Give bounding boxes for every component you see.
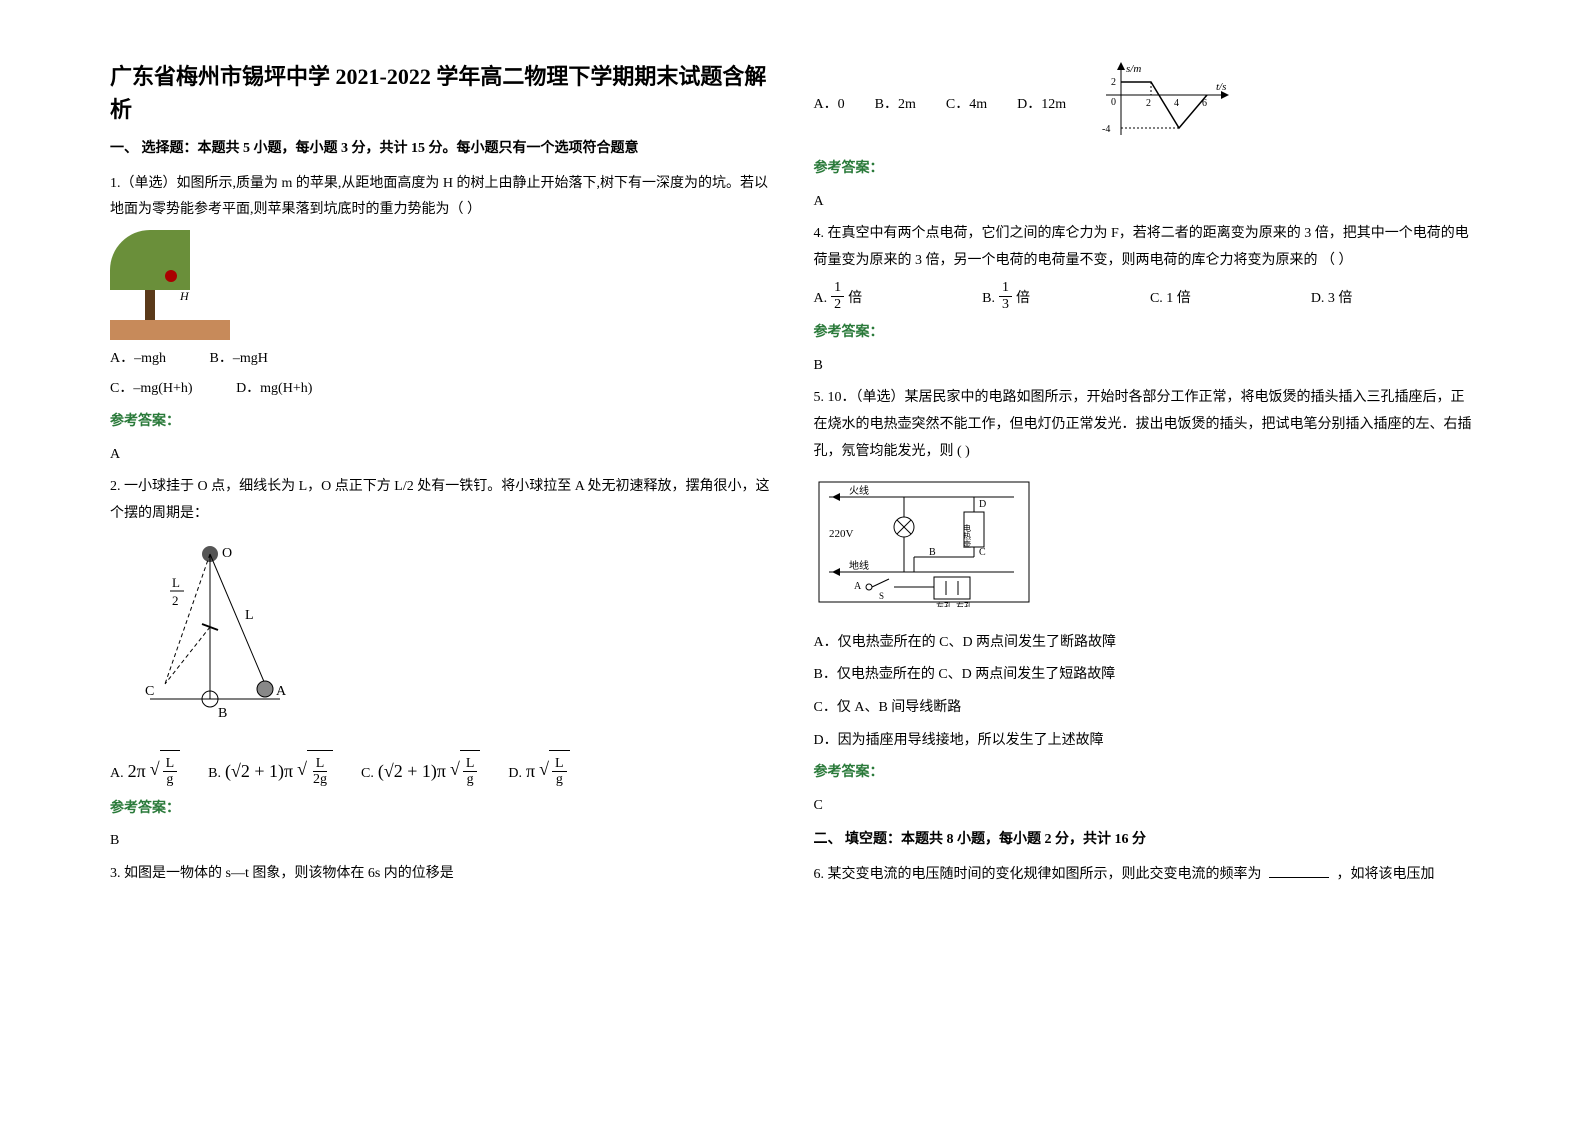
q6-text: 6. 某交变电流的电压随时间的变化规律如图所示，则此交变电流的频率为 ，如将该电… [814,862,1478,889]
sqrt-icon: Lg [150,750,180,788]
svg-text:左孔: 左孔 [936,601,952,607]
q2-B-label: B [218,706,227,721]
svg-text:0: 0 [1111,97,1116,108]
q5-opt-b: B．仅电热壶所在的 C、D 两点间发生了短路故障 [814,662,1478,689]
q4-opt-b: B. 13 倍 [982,280,1030,312]
q2-A-label: A [276,684,287,699]
q5-opt-a: A．仅电热壶所在的 C、D 两点间发生了断路故障 [814,630,1478,657]
q4-answer: B [814,353,1478,380]
q1-figure-tree [110,230,230,340]
svg-text:S: S [879,591,884,601]
right-column: A．0 B．2m C．4m D．12m s/m t/s 2 0 -4 2 4 6… [794,60,1498,1092]
svg-text:2: 2 [1111,77,1116,88]
sqrt-icon: L2g [297,750,333,788]
q1-opt-b: B．–mgH [210,351,268,366]
svg-text:地线: 地线 [849,559,869,572]
q2-text: 2. 一小球挂于 O 点，细线长为 L，O 点正下方 L/2 处有一铁钉。将小球… [110,474,774,527]
q5-text: 5. 10．（单选）某居民家中的电路如图所示，开始时各部分工作正常，将电饭煲的插… [814,385,1478,465]
q1-opt-c: C．–mg(H+h) [110,381,193,396]
q2-opt-c: C. (√2 + 1)π Lg [361,750,480,788]
svg-text:-4: -4 [1102,124,1110,135]
q1-answer: A [110,442,774,469]
q2-figure-pendulum: O A B C L L 2 [110,539,310,729]
q4-opt-c: C. 1 倍 [1150,286,1191,313]
svg-text:C: C [979,547,986,558]
q1-answer-label: 参考答案： [110,409,774,436]
q2-opt-a: A. 2π Lg [110,750,180,788]
q2-opt-d: D. π Lg [508,750,569,788]
q4-options: A. 12 倍 B. 13 倍 C. 1 倍 D. 3 倍 [814,280,1478,312]
q2-C-label: C [145,684,154,699]
svg-text:火线: 火线 [849,484,869,497]
q3-opt-d: D．12m [1017,92,1066,119]
svg-text:A: A [854,581,862,592]
q2-answer-label: 参考答案： [110,796,774,823]
q3-answer-label: 参考答案： [814,156,1478,183]
svg-text:电热壶: 电热壶 [962,523,971,548]
q4-opt-d: D. 3 倍 [1311,286,1353,313]
q2-L-label: L [245,608,254,623]
q1-options-row2: C．–mg(H+h) D．mg(H+h) [110,376,774,403]
sqrt-icon: Lg [450,750,480,788]
q1-options-row1: A．–mgh B．–mgH [110,346,774,373]
q4-answer-label: 参考答案： [814,320,1478,347]
q5-answer: C [814,793,1478,820]
q3-options-row: A．0 B．2m C．4m D．12m s/m t/s 2 0 -4 2 4 6 [814,60,1478,150]
svg-text:B: B [929,547,936,558]
q2-answer: B [110,828,774,855]
q6-blank [1269,864,1329,878]
q3-opt-b: B．2m [875,92,916,119]
q1-text: 1.（单选）如图所示,质量为 m 的苹果,从距地面高度为 H 的树上由静止开始落… [110,171,774,224]
q3-text: 3. 如图是一物体的 s—t 图象，则该物体在 6s 内的位移是 [110,861,774,888]
exam-title: 广东省梅州市锡坪中学 2021-2022 学年高二物理下学期期末试题含解析 [110,60,774,126]
q1-opt-a: A．–mgh [110,351,166,366]
section-2-label: 二、 填空题：本题共 8 小题，每小题 2 分，共计 16 分 [814,827,1478,854]
svg-text:D: D [979,499,986,510]
svg-text:4: 4 [1174,98,1179,109]
sqrt-icon: Lg [539,750,569,788]
q3-opt-c: C．4m [946,92,987,119]
q3-xlabel: t/s [1216,81,1226,93]
left-column: 广东省梅州市锡坪中学 2021-2022 学年高二物理下学期期末试题含解析 一、… [90,60,794,1092]
q4-opt-a: A. 12 倍 [814,280,863,312]
q3-figure-st-graph: s/m t/s 2 0 -4 2 4 6 [1096,60,1236,150]
q2-Lhalf-den: 2 [172,593,179,608]
svg-text:2: 2 [1146,98,1151,109]
q3-opt-a: A．0 [814,92,845,119]
q5-opt-d: D．因为插座用导线接地，所以发生了上述故障 [814,728,1478,755]
q3-ylabel: s/m [1126,63,1141,75]
q2-O-label: O [222,546,232,561]
q1-opt-d: D．mg(H+h) [236,381,312,396]
q2-options: A. 2π Lg B. (√2 + 1)π L2g C. (√2 + 1)π L… [110,750,774,788]
svg-text:220V: 220V [829,528,854,540]
q4-text: 4. 在真空中有两个点电荷，它们之间的库仑力为 F，若将二者的距离变为原来的 3… [814,221,1478,274]
svg-text:右孔: 右孔 [956,601,972,607]
q3-answer: A [814,189,1478,216]
section-1-label: 一、 选择题：本题共 5 小题，每小题 3 分，共计 15 分。每小题只有一个选… [110,136,774,163]
q2-Lhalf-num: L [172,575,180,590]
q5-opt-c: C．仅 A、B 间导线断路 [814,695,1478,722]
q5-answer-label: 参考答案： [814,760,1478,787]
q2-opt-b: B. (√2 + 1)π L2g [208,750,333,788]
q5-figure-circuit: 火线 地线 220V D 电热壶 C B A S 左孔 右孔 [814,477,1034,607]
